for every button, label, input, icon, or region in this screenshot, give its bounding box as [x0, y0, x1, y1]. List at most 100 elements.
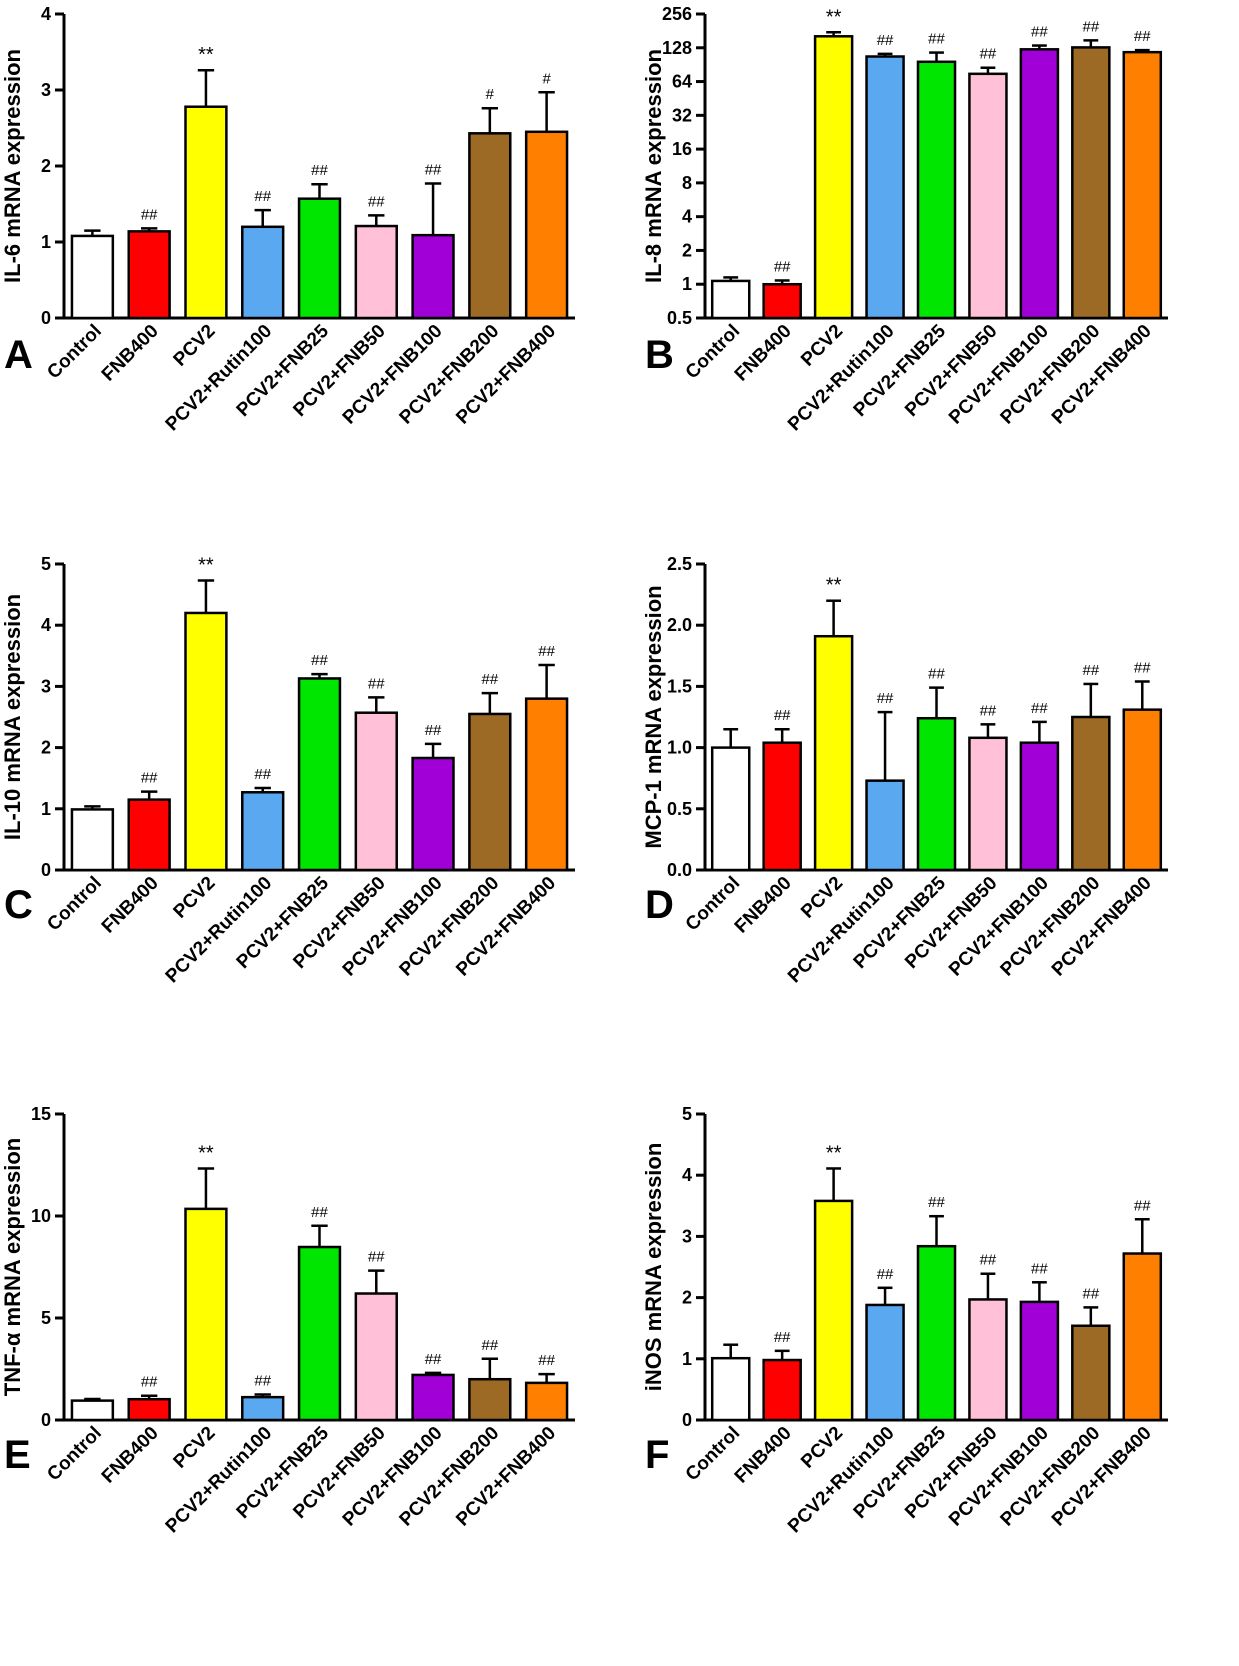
bar [411, 233, 455, 320]
significance-label: ## [311, 162, 328, 179]
significance-label: ## [980, 46, 997, 63]
bar [524, 130, 569, 320]
significance-label: ## [368, 675, 385, 692]
significance-label: ## [1082, 1285, 1099, 1302]
y-tick-label: 0.0 [667, 860, 692, 880]
significance-label: ## [1134, 1197, 1151, 1214]
bar [1071, 1324, 1111, 1422]
significance-label: ## [368, 1249, 385, 1266]
significance-label: ## [1134, 660, 1151, 677]
y-tick-label: 4 [682, 207, 692, 227]
y-tick-label: 4 [682, 1165, 692, 1185]
panel-letter: E [4, 1433, 31, 1477]
bar [916, 60, 957, 320]
bar [297, 677, 342, 872]
significance-label: ## [774, 1329, 791, 1346]
y-tick-label: 3 [41, 676, 51, 696]
bar [710, 746, 751, 872]
significance-label: ## [311, 652, 328, 669]
y-tick-label: 0.5 [667, 799, 692, 819]
bar [916, 716, 957, 872]
significance-label: ## [538, 1352, 555, 1369]
y-tick-label: 1 [41, 232, 51, 252]
bar [762, 741, 802, 872]
bar [968, 736, 1008, 872]
significance-label: ## [425, 722, 442, 739]
category-label: PCV2 [170, 1423, 220, 1473]
significance-label: ** [198, 555, 214, 577]
category-label: PCV2+FNB100 [339, 873, 447, 981]
significance-label: ## [368, 193, 385, 210]
y-tick-label: 8 [682, 173, 692, 193]
significance-label: ## [481, 671, 498, 688]
category-label: PCV2+FNB400 [452, 321, 560, 429]
y-tick-label: 10 [31, 1206, 51, 1226]
significance-label: ## [141, 206, 158, 223]
significance-label: ## [538, 643, 555, 660]
y-tick-label: 2.5 [667, 554, 692, 574]
category-label: PCV2 [797, 321, 847, 371]
bar [865, 779, 905, 872]
panel-letter: D [645, 883, 674, 927]
significance-label: ## [877, 32, 894, 49]
panel-letter: F [645, 1433, 669, 1477]
bar [127, 1397, 171, 1422]
significance-label: ## [425, 161, 442, 178]
category-label: PCV2+FNB400 [452, 873, 560, 981]
significance-label: # [542, 70, 551, 87]
significance-label: ## [1031, 1260, 1048, 1277]
significance-label: ## [928, 666, 945, 683]
significance-label: ** [826, 1142, 842, 1164]
category-label: PCV2+FNB200 [396, 321, 504, 429]
significance-label: ## [928, 1194, 945, 1211]
significance-label: ** [198, 1142, 214, 1164]
y-tick-label: 1 [41, 799, 51, 819]
significance-label: ## [1031, 700, 1048, 717]
y-tick-label: 5 [41, 1308, 51, 1328]
bar [1122, 50, 1163, 320]
bar [1122, 708, 1163, 872]
significance-label: ## [254, 188, 271, 205]
bar [354, 711, 398, 872]
bar [411, 1373, 455, 1422]
bar [184, 1207, 228, 1422]
y-tick-label: 0 [41, 1410, 51, 1430]
significance-label: ## [425, 1351, 442, 1368]
bar [1122, 1252, 1163, 1422]
bar [297, 197, 342, 320]
significance-label: ## [774, 707, 791, 724]
bar [813, 634, 854, 872]
significance-label: ## [774, 258, 791, 275]
bar [813, 1199, 854, 1422]
category-label: FNB400 [731, 873, 796, 938]
bar [70, 234, 115, 320]
category-label: Control [43, 1423, 106, 1486]
bar [468, 1377, 512, 1422]
y-tick-label: 0 [41, 860, 51, 880]
category-label: PCV2 [797, 1423, 847, 1473]
panel-letter: A [4, 333, 33, 377]
significance-label: ## [1134, 28, 1151, 45]
category-label: PCV2+FNB50 [901, 1423, 1001, 1523]
significance-label: ## [254, 766, 271, 783]
category-label: Control [43, 873, 106, 936]
category-label: FNB400 [731, 321, 796, 386]
bar [411, 756, 455, 872]
bar [241, 225, 285, 320]
significance-label: ## [141, 770, 158, 787]
significance-label: ## [928, 31, 945, 48]
y-tick-label: 16 [672, 139, 692, 159]
y-tick-label: 32 [672, 105, 692, 125]
y-tick-label: 3 [682, 1226, 692, 1246]
y-tick-label: 2 [41, 738, 51, 758]
y-tick-label: 5 [41, 554, 51, 574]
significance-label: ## [1082, 18, 1099, 35]
bar [1071, 46, 1111, 320]
significance-label: ** [198, 44, 214, 66]
category-label: PCV2+FNB100 [339, 1423, 447, 1531]
significance-label: ## [1031, 24, 1048, 41]
y-tick-label: 2 [41, 156, 51, 176]
category-label: PCV2 [170, 873, 220, 923]
